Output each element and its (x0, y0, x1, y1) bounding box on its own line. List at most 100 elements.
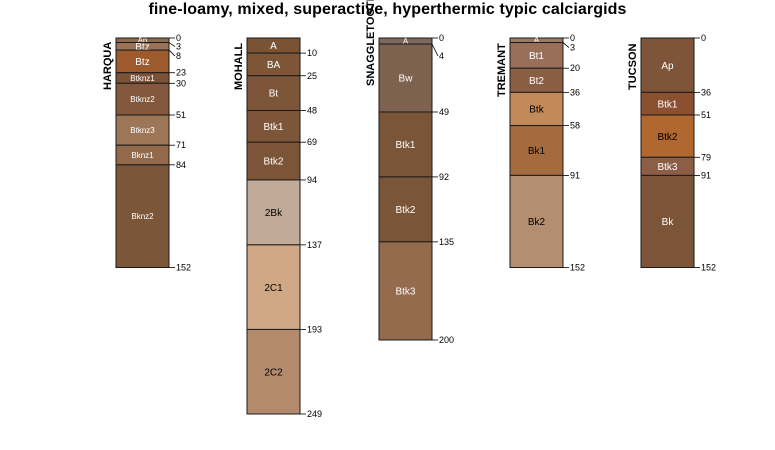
horizon-label: Bt2 (529, 76, 544, 87)
horizon-btknz2 (115, 82, 170, 116)
depth-label: 91 (570, 170, 580, 180)
depth-label: 3 (176, 42, 181, 52)
horizon-bk2 (509, 174, 564, 269)
depth-label: 152 (701, 263, 716, 273)
depth-label: 79 (701, 152, 711, 162)
profile-harqua: ApBtzBtzBtknz1Btknz2Btknz3Bknz1Bknz20382… (102, 33, 191, 273)
horizon-bk1 (509, 125, 564, 176)
profile-name: TUCSON (627, 44, 639, 91)
profile-snaggletooth: A Bw Btk1 Btk2 Btk3 0 4 49 92 135 200 SNAGGLETOOTH (365, 0, 454, 345)
depth-label: 0 (176, 33, 181, 43)
horizon-btk2 (640, 114, 695, 158)
depth-label: 152 (176, 263, 191, 273)
depth-label: 0 (439, 33, 444, 43)
depth-label: 10 (307, 48, 317, 58)
horizon-label: Btz (135, 42, 149, 53)
depth-label: 137 (307, 240, 322, 250)
horizon-label: Btknz3 (130, 126, 155, 135)
horizon-label: BA (267, 60, 281, 71)
profile-tucson: Ap Btk1 Btk2 Btk3 Bk 0 36 51 79 91 152 TUCSON (627, 33, 716, 273)
horizon-label: Bk2 (528, 217, 546, 228)
depth-label: 152 (570, 263, 585, 273)
horizon-label: Btk2 (657, 132, 677, 143)
depth-label: 3 (570, 43, 575, 53)
depth-label: 0 (701, 33, 706, 43)
depth-label: 69 (307, 137, 317, 147)
horizon-label: 2Bk (265, 208, 283, 219)
depth-label: 4 (439, 51, 444, 61)
depth-label: 92 (439, 172, 449, 182)
profile-name: HARQUA (102, 42, 114, 90)
depth-label: 91 (701, 170, 711, 180)
horizon-bknz2 (115, 164, 170, 269)
depth-label: 71 (176, 140, 186, 150)
horizon-bt1 (509, 42, 564, 69)
profile-tremant: A Bt1 Bt2 Btk Bk1 Bk2 03 20 36 58 91 152 TREMANT (496, 33, 585, 273)
horizon-bt (246, 75, 301, 111)
horizon-label: Btk1 (395, 140, 415, 151)
depth-label: 8 (176, 51, 181, 61)
profile-name: TREMANT (496, 43, 508, 97)
horizon-ap (640, 37, 695, 93)
depth-label: 36 (701, 87, 711, 97)
horizon-label: Bt (269, 89, 279, 100)
horizon-label: 2C1 (264, 283, 283, 294)
depth-tick (168, 49, 176, 57)
depth-label: 30 (176, 78, 186, 88)
depth-label: 193 (307, 324, 322, 334)
horizon-label: Bknz1 (131, 151, 154, 160)
profile-mohall: A BA Bt Btk1 Btk2 2Bk 2C1 2C2 10 25 48 69 94 137 193 24… (233, 37, 322, 419)
depth-tick (562, 42, 570, 48)
horizon-2c1 (246, 244, 301, 330)
horizon-label: Ap (661, 61, 674, 72)
horizon-label: Btk1 (657, 99, 677, 110)
horizon-label: Btz (135, 57, 149, 68)
horizon-label: Bw (399, 74, 414, 85)
horizon-label: Btk3 (657, 162, 677, 173)
depth-label: 23 (176, 68, 186, 78)
horizon-btk2 (246, 141, 301, 181)
depth-label: 135 (439, 237, 454, 247)
depth-label: 51 (701, 110, 711, 120)
depth-tick (168, 42, 176, 47)
horizon-label: Btk (529, 105, 544, 116)
horizon-btk2 (378, 176, 433, 243)
depth-label: 84 (176, 160, 186, 170)
horizon-label: Bt1 (529, 51, 544, 62)
horizon-bk (640, 174, 695, 269)
horizon-label: Bknz2 (131, 212, 154, 221)
horizon-label: Bk1 (528, 146, 546, 157)
horizon-2c2 (246, 328, 301, 415)
horizon-btknz3 (115, 114, 170, 146)
horizon-label: Btknz2 (130, 95, 155, 104)
depth-label: 94 (307, 175, 317, 185)
horizon-2bk (246, 179, 301, 246)
horizon-bw (378, 43, 433, 113)
horizon-label: Btk1 (263, 122, 283, 133)
depth-label: 25 (307, 71, 317, 81)
profile-name: SNAGGLETOOTH (365, 0, 377, 86)
depth-label: 36 (570, 87, 580, 97)
depth-label: 49 (439, 107, 449, 117)
depth-label: 51 (176, 110, 186, 120)
profile-name: MOHALL (233, 43, 245, 90)
depth-label: 249 (307, 409, 322, 419)
horizon-label: Btk2 (263, 157, 283, 168)
horizon-label: Btk3 (395, 287, 415, 298)
horizon-label: A (534, 36, 540, 45)
depth-label: 0 (570, 33, 575, 43)
horizon-label: A (403, 37, 409, 46)
horizon-label: Btknz1 (130, 74, 155, 83)
depth-label: 20 (570, 63, 580, 73)
horizon-label: Ap (138, 36, 148, 45)
depth-label: 200 (439, 335, 454, 345)
horizon-btk1 (246, 109, 301, 143)
horizon-btk (509, 91, 564, 127)
horizon-btk3 (378, 241, 433, 341)
horizon-label: 2C2 (264, 367, 283, 378)
depth-tick (431, 43, 439, 57)
depth-label: 58 (570, 121, 580, 131)
figure-title: fine-loamy, mixed, superactive, hyperthe… (148, 1, 627, 18)
horizon-label: A (270, 41, 277, 52)
